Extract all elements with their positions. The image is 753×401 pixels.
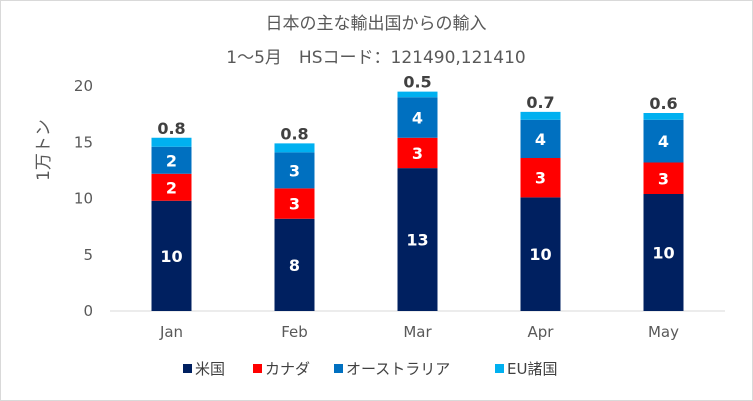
legend-label: オーストラリア [346, 360, 450, 378]
bar-segment [274, 152, 315, 189]
y-tick-label: 20 [74, 77, 93, 95]
legend-label: EU諸国 [507, 360, 557, 378]
data-label: 3 [412, 144, 423, 163]
data-label: 0.6 [649, 94, 677, 113]
bar-segment [151, 137, 192, 147]
data-label: 4 [535, 130, 546, 149]
bar-segment [643, 119, 684, 163]
bar-segment [643, 194, 684, 311]
data-label: 0.8 [280, 124, 308, 143]
bars: 10 2 2 0.8 8 3 3 0.8 13 3 4 0.5 10 3 4 0.7 10 3 4 0.6 [151, 73, 684, 311]
data-label: 10 [160, 247, 182, 266]
legend-label: 米国 [195, 360, 225, 378]
bar-segment [274, 143, 315, 153]
bar-segment [397, 168, 438, 311]
data-label: 0.5 [403, 73, 431, 92]
data-label: 4 [412, 109, 423, 128]
data-label: 3 [535, 169, 546, 188]
bar-segment [520, 158, 561, 198]
bar-segment [397, 137, 438, 169]
data-label: 10 [652, 244, 674, 263]
legend-swatch [334, 364, 343, 373]
bar-segment [643, 113, 684, 120]
legend-swatch [253, 364, 262, 373]
legend-swatch [183, 364, 192, 373]
data-label: 2 [166, 151, 177, 170]
x-tick-label: Feb [281, 323, 308, 341]
bar-segment [520, 119, 561, 158]
x-axis-ticks: Jan Feb Mar Apr May [159, 323, 679, 341]
bar-segment [151, 146, 192, 174]
data-label: 4 [658, 132, 669, 151]
bar-segment [151, 200, 192, 311]
bar-segment [274, 218, 315, 311]
y-axis-label: 1万トン [34, 119, 54, 181]
y-tick-label: 10 [74, 190, 93, 208]
legend-label: カナダ [265, 360, 310, 378]
bar-segment [520, 111, 561, 120]
y-axis-ticks: 0 5 10 15 20 [74, 77, 93, 320]
x-tick-label: May [648, 323, 679, 341]
x-tick-label: Jan [159, 323, 183, 341]
bar-segment [151, 173, 192, 201]
data-label: 8 [289, 256, 300, 275]
data-label: 0.8 [157, 119, 185, 138]
bar-segment [397, 97, 438, 138]
data-label: 3 [289, 161, 300, 180]
data-label: 0.7 [526, 93, 554, 112]
data-label: 3 [289, 195, 300, 214]
bar-segment [274, 188, 315, 219]
y-tick-label: 15 [74, 133, 93, 151]
legend-swatch [495, 364, 504, 373]
y-tick-label: 0 [83, 302, 93, 320]
bar-segment [520, 197, 561, 311]
data-label: 3 [658, 169, 669, 188]
data-label: 13 [406, 231, 428, 250]
data-label: 10 [529, 245, 551, 264]
x-tick-label: Apr [528, 323, 555, 341]
data-label: 2 [166, 178, 177, 197]
bar-segment [643, 162, 684, 194]
y-tick-label: 5 [83, 246, 93, 264]
chart-subtitle: 1～5月 HSコード：121490,121410 [226, 48, 525, 68]
legend: 米国 カナダ オーストラリア EU諸国 [183, 360, 557, 378]
bar-segment [397, 91, 438, 98]
chart-title: 日本の主な輸出国からの輸入 [266, 14, 487, 34]
x-tick-label: Mar [403, 323, 432, 341]
